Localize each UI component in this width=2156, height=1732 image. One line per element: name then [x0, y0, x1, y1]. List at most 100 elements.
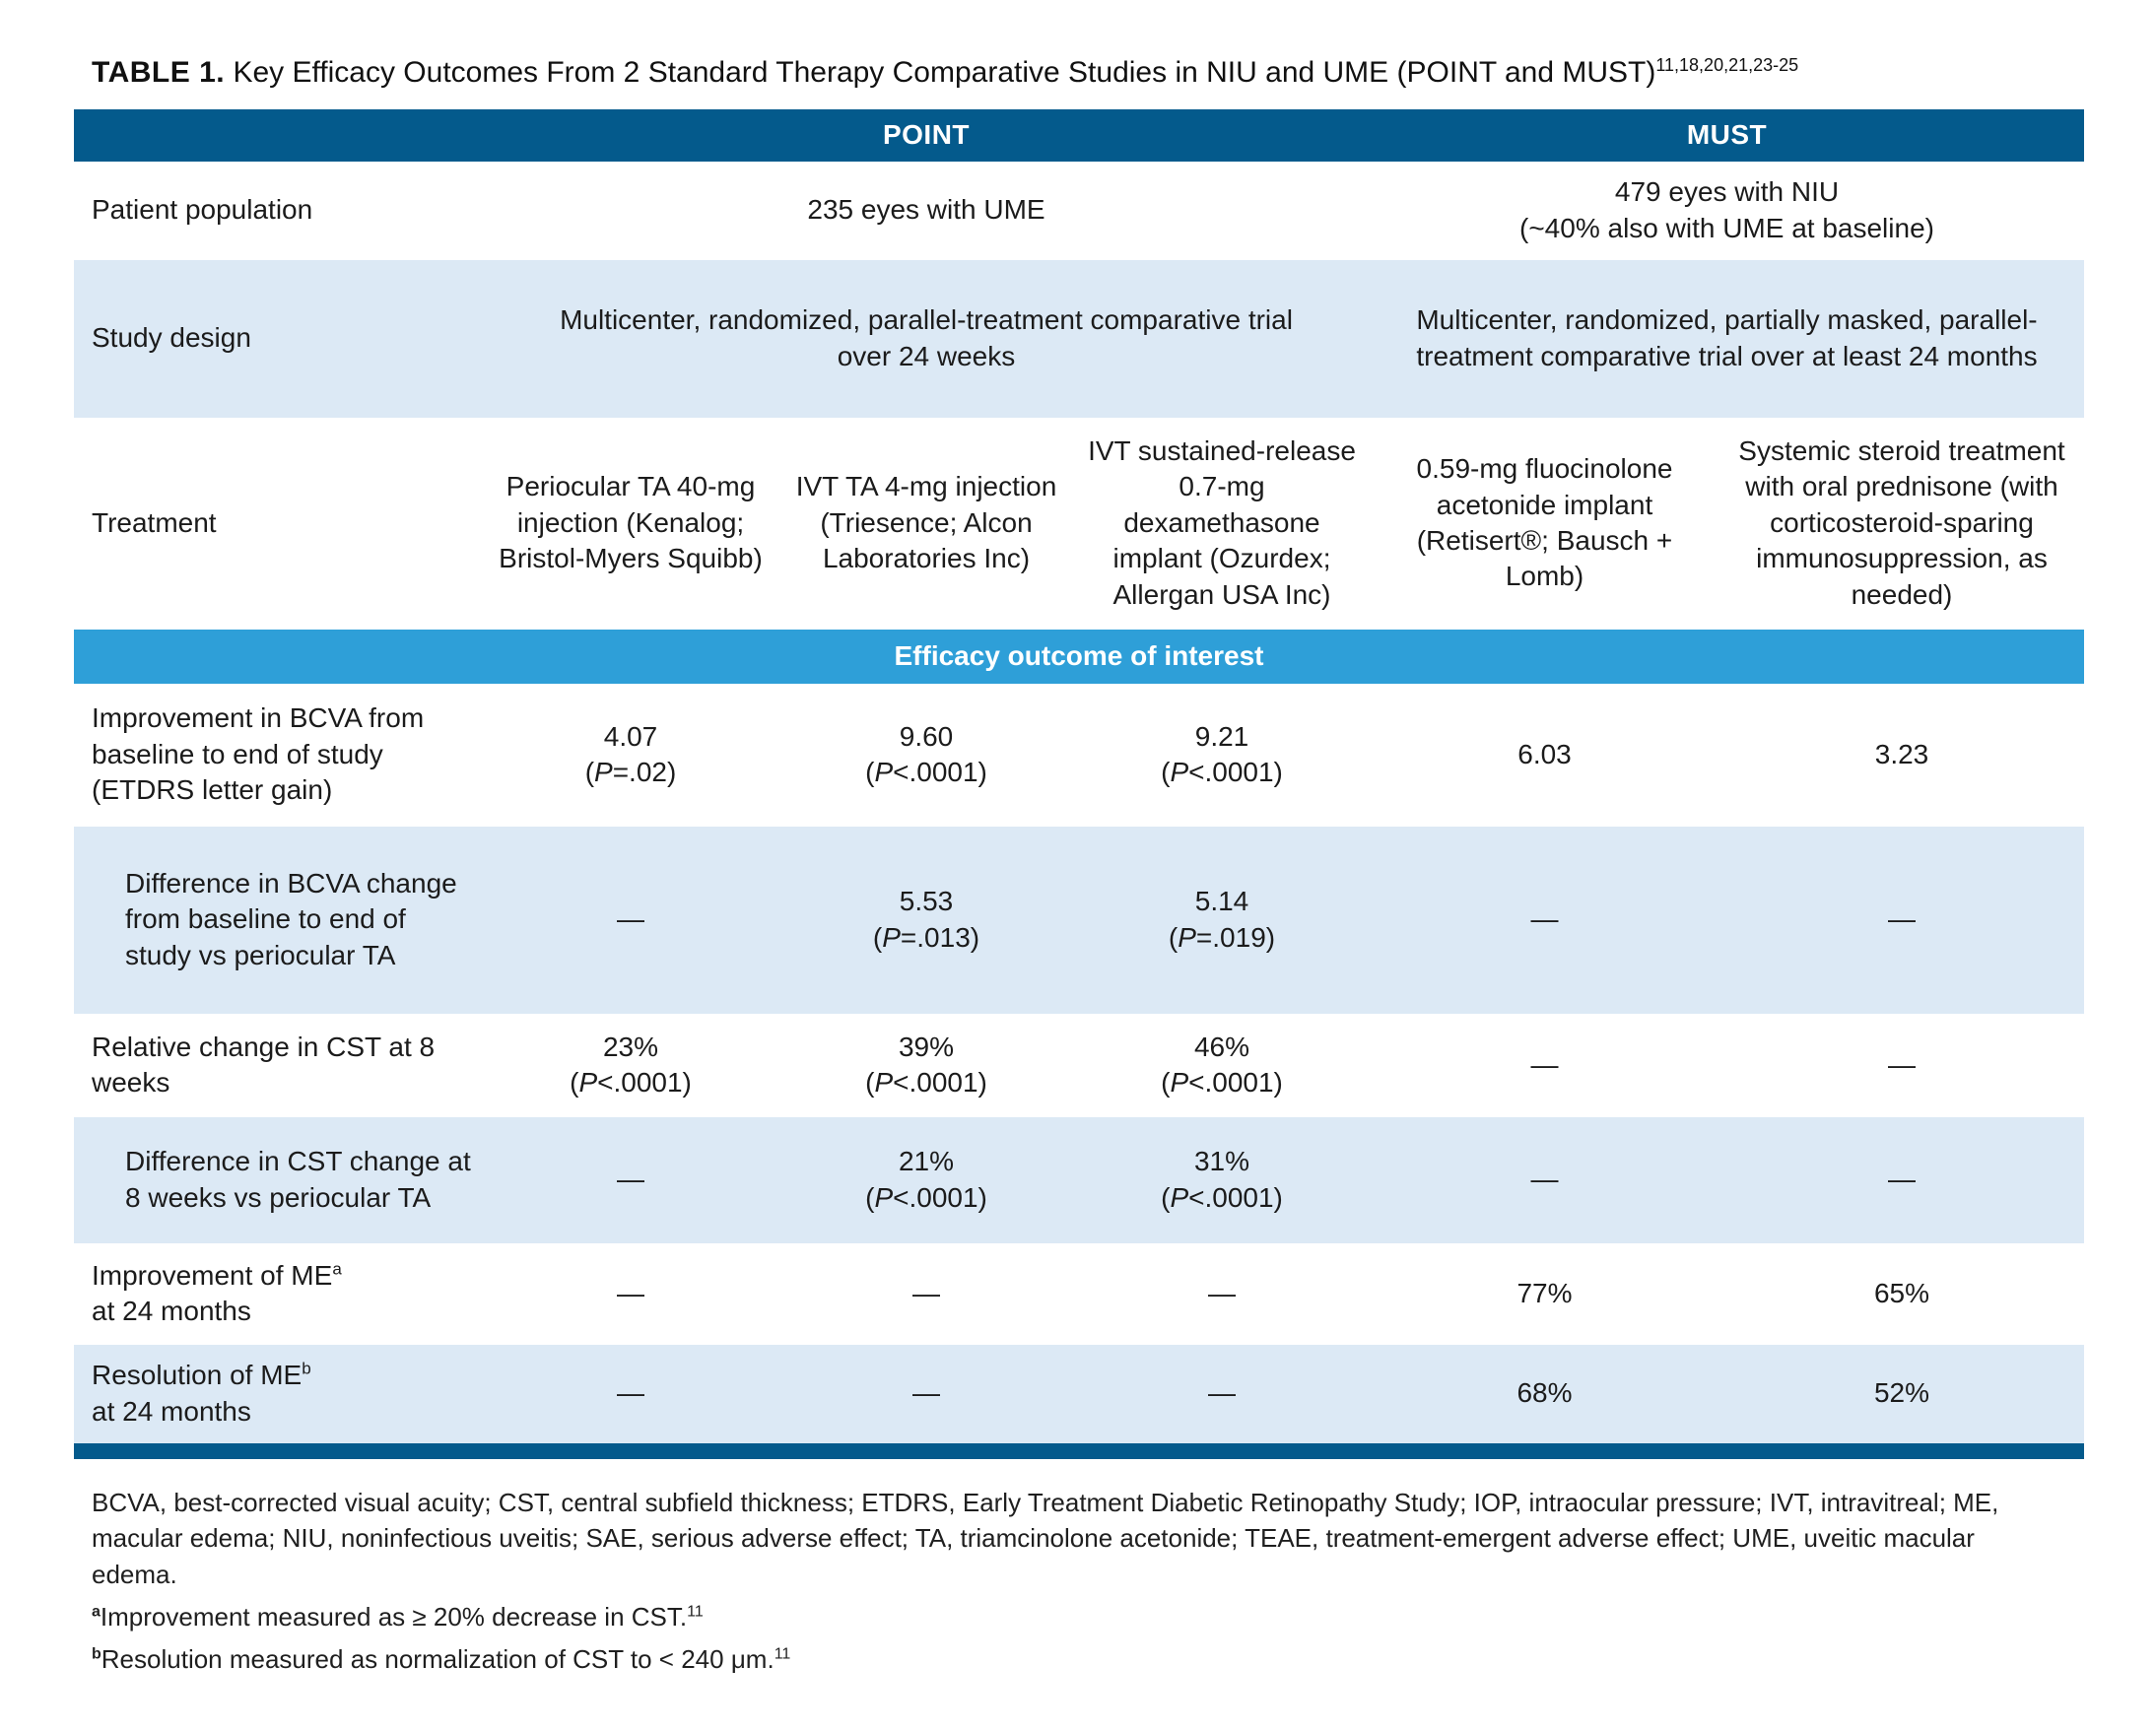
row-label-bcva-difference: Difference in BCVA change from baseline …: [125, 867, 457, 970]
cell-point-patient-population: 235 eyes with UME: [807, 194, 1045, 226]
row-label-study-design: Study design: [92, 322, 251, 354]
value: 31%: [1193, 1146, 1250, 1177]
cell-cst-ivt-ta: 39% (P<.0001): [778, 1020, 1074, 1111]
cell-me-improve-periocular: —: [617, 1277, 644, 1308]
cell-cst-diff-periocular: —: [617, 1164, 644, 1195]
cell-cst-periocular: 23% (P<.0001): [483, 1020, 778, 1111]
row-bcva-improvement: Improvement in BCVA from baseline to end…: [74, 684, 2084, 827]
value: 46%: [1193, 1031, 1250, 1062]
cell-treatment-dexamethasone-implant: IVT sustained-release 0.7-mg dexamethaso…: [1088, 435, 1356, 610]
cell-treatment-ivt-ta: IVT TA 4-mg injection (Triesence; Alcon …: [795, 471, 1057, 574]
row-patient-population: Patient population 235 eyes with UME 479…: [74, 162, 2084, 260]
p-value: (P<.0001): [1161, 1067, 1283, 1098]
footnote-a-marker: a: [92, 1603, 101, 1621]
cell-treatment-systemic-steroid: Systemic steroid treatment with oral pre…: [1738, 435, 2065, 610]
footnote-a-text: Improvement measured as ≥ 20% decrease i…: [100, 1602, 688, 1632]
cell-me-improve-systemic: 65%: [1873, 1277, 1930, 1308]
p-value: (P=.02): [584, 757, 677, 787]
row-treatment: Treatment Periocular TA 40-mg injection …: [74, 418, 2084, 630]
label-text-line2: at 24 months: [92, 1296, 251, 1326]
table-title-text: Key Efficacy Outcomes From 2 Standard Th…: [225, 56, 1656, 89]
value: 4.07: [603, 720, 658, 752]
row-cst-relative-change: Relative change in CST at 8 weeks 23% (P…: [74, 1014, 2084, 1117]
footnote-marker-a: a: [332, 1259, 342, 1279]
cell-cst-diff-ivt-ta: 21% (P<.0001): [778, 1134, 1074, 1226]
p-value: (P<.0001): [865, 1181, 987, 1213]
cell-me-resolve-systemic: 52%: [1873, 1377, 1930, 1409]
column-header-point: POINT: [882, 119, 971, 150]
row-label-me-resolution: Resolution of MEb at 24 months: [74, 1346, 483, 1441]
cell-bcva-systemic: 3.23: [1874, 738, 1929, 769]
cell-me-improve-fluocinolone: 77%: [1516, 1277, 1573, 1308]
footnote-a: aImprovement measured as ≥ 20% decrease …: [92, 1599, 2048, 1635]
row-label-cst-relative-change: Relative change in CST at 8 weeks: [92, 1031, 436, 1098]
row-bcva-difference: Difference in BCVA change from baseline …: [74, 826, 2084, 1014]
cell-cst-diff-fluocinolone: —: [1530, 1164, 1559, 1195]
column-header-must: MUST: [1686, 119, 1768, 150]
p-value: (P<.0001): [865, 1067, 987, 1098]
label-text: Improvement of ME: [92, 1259, 333, 1291]
row-me-improvement: Improvement of MEa at 24 months — — — 77…: [74, 1243, 2084, 1345]
cell-bcva-fluocinolone: 6.03: [1517, 738, 1572, 769]
p-value: (P=.019): [1168, 921, 1276, 953]
abbreviations-footnote: BCVA, best-corrected visual acuity; CST,…: [92, 1487, 1999, 1590]
footnote-b-reference: 11: [774, 1645, 791, 1663]
p-value: (P<.0001): [1161, 757, 1283, 787]
row-label-patient-population: Patient population: [92, 194, 313, 226]
p-value: (P<.0001): [1161, 1181, 1283, 1213]
p-value: (P<.0001): [865, 757, 987, 787]
value: 5.53: [899, 886, 954, 917]
cell-treatment-periocular-ta: Periocular TA 40-mg injection (Kenalog; …: [499, 471, 763, 574]
cell-me-improve-ivt-ta: —: [912, 1277, 940, 1308]
footnote-b-text: Resolution measured as normalization of …: [101, 1644, 775, 1675]
footnotes: BCVA, best-corrected visual acuity; CST,…: [92, 1485, 2048, 1679]
cell-bcva-periocular: 4.07 (P=.02): [483, 709, 778, 801]
cell-me-resolve-periocular: —: [617, 1377, 644, 1409]
row-label-treatment: Treatment: [92, 506, 217, 538]
cell-bcva-dexamethasone: 9.21 (P<.0001): [1074, 709, 1370, 801]
cell-treatment-fluocinolone-implant: 0.59-mg fluocinolone acetonide implant (…: [1416, 453, 1673, 592]
cell-bcva-diff-dexamethasone: 5.14 (P=.019): [1074, 874, 1370, 966]
cell-me-resolve-fluocinolone: 68%: [1516, 1377, 1573, 1409]
footnote-marker-b: b: [302, 1359, 311, 1378]
value: 5.14: [1194, 886, 1249, 917]
row-cst-difference: Difference in CST change at 8 weeks vs p…: [74, 1116, 2084, 1243]
cell-cst-diff-dexamethasone: 31% (P<.0001): [1074, 1134, 1370, 1226]
cell-point-study-design: Multicenter, randomized, parallel-treatm…: [560, 304, 1293, 371]
row-study-design: Study design Multicenter, randomized, pa…: [74, 259, 2084, 418]
cell-bcva-diff-periocular: —: [617, 903, 644, 935]
cell-cst-fluocinolone: —: [1530, 1048, 1559, 1080]
value: 9.21: [1194, 720, 1249, 752]
table-header-row: POINT MUST: [74, 108, 2084, 162]
cell-must-patient-population: 479 eyes with NIU (~40% also with UME at…: [1370, 165, 2084, 256]
cell-bcva-diff-fluocinolone: —: [1530, 903, 1559, 935]
cell-me-improve-dexamethasone: —: [1208, 1277, 1236, 1308]
section-bar-efficacy-outcome: Efficacy outcome of interest: [74, 629, 2084, 684]
value: 39%: [898, 1031, 955, 1062]
table-reference-superscript: 11,18,20,21,23-25: [1655, 55, 1799, 75]
footnote-b: bResolution measured as normalization of…: [92, 1641, 2048, 1678]
footnote-a-reference: 11: [687, 1603, 704, 1621]
cell-bcva-ivt-ta: 9.60 (P<.0001): [778, 709, 1074, 801]
cell-bcva-diff-systemic: —: [1888, 903, 1916, 935]
must-population-line2: (~40% also with UME at baseline): [1519, 212, 1934, 243]
row-me-resolution: Resolution of MEb at 24 months — — — 68%…: [74, 1344, 2084, 1443]
cell-cst-systemic: —: [1888, 1048, 1916, 1080]
cell-me-resolve-ivt-ta: —: [912, 1377, 940, 1409]
footnote-b-marker: b: [92, 1645, 101, 1663]
table-title: TABLE 1. Key Efficacy Outcomes From 2 St…: [92, 54, 2084, 92]
cell-cst-diff-systemic: —: [1888, 1164, 1916, 1195]
row-label-bcva-improvement: Improvement in BCVA from baseline to end…: [92, 702, 425, 806]
table-number: TABLE 1.: [92, 56, 226, 89]
cell-bcva-diff-ivt-ta: 5.53 (P=.013): [778, 874, 1074, 966]
value: 23%: [602, 1031, 659, 1062]
value: 9.60: [899, 720, 954, 752]
value: 21%: [898, 1146, 955, 1177]
row-label-me-improvement: Improvement of MEa at 24 months: [74, 1246, 483, 1342]
label-text-line2: at 24 months: [92, 1395, 251, 1427]
must-population-line1: 479 eyes with NIU: [1614, 176, 1840, 208]
cell-must-study-design: Multicenter, randomized, partially maske…: [1416, 304, 2038, 371]
row-label-cst-difference: Difference in CST change at 8 weeks vs p…: [125, 1146, 471, 1213]
efficacy-outcomes-table: POINT MUST Patient population 235 eyes w…: [74, 108, 2084, 1459]
